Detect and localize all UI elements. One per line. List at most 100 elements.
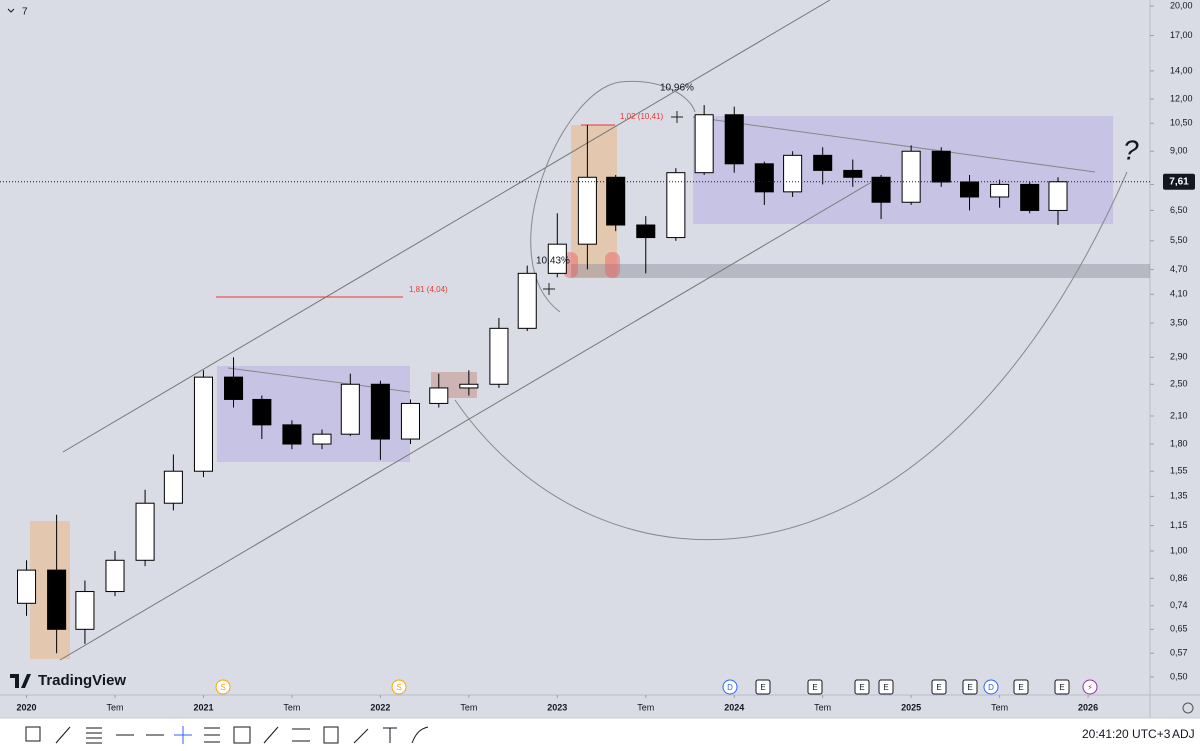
candles [17,105,1068,654]
event-badge [807,679,823,695]
y-tick-label: 1,80 [1170,438,1188,448]
tool[interactable] [25,726,41,742]
settings-icon[interactable] [1182,702,1194,714]
event-badge [1013,679,1029,695]
y-tick-label: 1,35 [1170,491,1188,501]
event-badge [962,679,978,695]
crosshair [543,111,683,295]
candle-body [636,224,656,239]
y-tick-label: 1,55 [1170,466,1188,476]
candle-body [340,383,360,435]
last-price-label: 7,61 [1169,176,1189,187]
x-tick-label: 2021 [193,702,213,712]
event-badge [878,679,894,695]
y-tick-label: 2,90 [1170,352,1188,362]
event-label: E [1059,683,1064,692]
x-tick-label: 2026 [1078,702,1098,712]
candle-body [783,154,803,193]
candle-body [252,398,272,426]
event-label: S [220,683,225,692]
tool[interactable] [383,727,397,743]
event-badge [854,679,870,695]
candle-body [547,243,567,274]
event-badge [983,679,999,695]
x-tick-label: 2020 [17,702,37,712]
candle-body [312,433,332,445]
tool[interactable] [174,726,192,744]
event-label: E [812,683,817,692]
x-tick-label: Tem [637,702,654,712]
tool[interactable] [323,726,339,744]
candle-body [135,502,155,561]
candle-body [459,383,479,389]
y-tick-label: 0,74 [1170,600,1188,610]
y-tick-label: 0,65 [1170,624,1188,634]
candle-body [489,327,509,385]
candle-body [666,172,686,239]
tool[interactable] [55,726,71,744]
event-label: D [727,683,733,692]
candle-body [163,470,183,504]
candle-body [724,114,744,165]
y-tick-label: 12,00 [1170,93,1193,103]
y-tick-label: 3,50 [1170,317,1188,327]
event-badge [215,679,231,695]
brand: TradingView [38,672,126,689]
y-tick-label: 10,50 [1170,118,1193,128]
x-tick-label: Tem [814,702,831,712]
candle-body [517,272,537,329]
candle-body [901,150,921,203]
y-tick-label: 2,10 [1170,410,1188,420]
candle-body [871,176,891,203]
y-tick-label: 0,57 [1170,648,1188,658]
x-tick-label: 2022 [370,702,390,712]
annotation: 1,81 (4,04) [409,285,448,294]
event-badge [755,679,771,695]
y-tick-label: 0,86 [1170,573,1188,583]
x-tick-label: Tem [991,702,1008,712]
tool[interactable] [263,726,279,744]
event-label: E [760,683,765,692]
tool[interactable] [411,726,429,744]
event-label: E [1018,683,1023,692]
toolbar-icons [25,726,429,744]
chevron[interactable] [7,8,15,13]
candle-body [1020,183,1040,211]
event-badge [1054,679,1070,695]
candle-body [694,114,714,174]
candle-body [105,559,125,593]
interval[interactable]: 7 [22,7,28,18]
tool[interactable] [292,728,310,742]
annotation: ? [1123,134,1139,165]
x-tick-label: Tem [106,702,123,712]
candle-body [1048,181,1068,211]
tool[interactable] [353,728,369,744]
candle-body [17,569,37,604]
x-tick-label: 2025 [901,702,921,712]
event-label: ⚡ [1087,683,1093,692]
highlight [605,252,620,278]
tool[interactable] [233,726,251,744]
candle-body [193,376,213,472]
candle-body [606,176,626,226]
candle-body [931,150,951,183]
toolbar [0,718,1200,751]
y-tick-label: 6,50 [1170,205,1188,215]
support-band [571,264,1150,278]
tool[interactable] [204,727,220,743]
adj-toggle[interactable]: ADJ [1172,727,1195,741]
event-label: S [396,683,401,692]
x-tick-label: 2023 [547,702,567,712]
drawings [30,0,1150,661]
annotation: 10,96% [660,83,694,94]
channel-line [62,0,831,453]
y-tick-label: 1,00 [1170,545,1188,555]
tool[interactable] [86,727,102,744]
x-tick-label: Tem [460,702,477,712]
candle-body [224,376,244,400]
event-label: E [859,683,864,692]
y-tick-label: 5,50 [1170,235,1188,245]
candle-body [990,183,1010,198]
candle-body [75,591,95,630]
